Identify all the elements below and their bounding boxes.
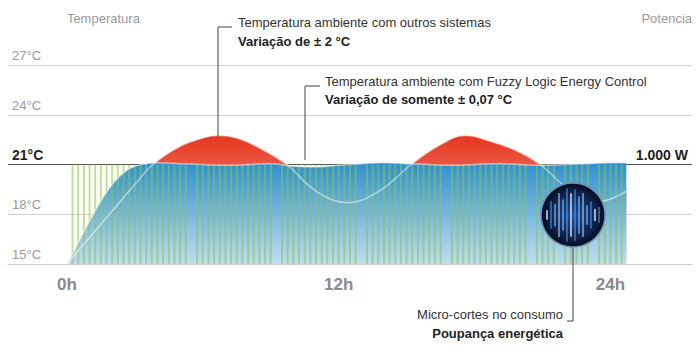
svg-text:Temperatura ambiente com Fuzzy: Temperatura ambiente com Fuzzy Logic Ene… [325,74,647,89]
svg-text:Micro-cortes no consumo: Micro-cortes no consumo [417,307,563,322]
svg-text:24°C: 24°C [12,98,41,113]
svg-text:24h: 24h [596,275,625,294]
svg-text:Temperatura ambiente com outro: Temperatura ambiente com outros sistemas [238,15,491,30]
svg-text:15°C: 15°C [12,247,41,262]
svg-text:Variação de somente ± 0,07 °C: Variação de somente ± 0,07 °C [325,92,513,107]
svg-text:12h: 12h [324,275,353,294]
svg-text:Temperatura: Temperatura [67,11,141,26]
svg-text:Poupança energética: Poupança energética [432,326,564,341]
svg-text:0h: 0h [57,275,77,294]
svg-text:21°C: 21°C [12,147,43,163]
svg-text:27°C: 27°C [12,48,41,63]
svg-text:18°C: 18°C [12,197,41,212]
svg-text:Variação de ± 2 °C: Variação de ± 2 °C [238,34,351,49]
svg-text:1.000 W: 1.000 W [636,147,689,163]
svg-text:Potencia: Potencia [641,11,692,26]
